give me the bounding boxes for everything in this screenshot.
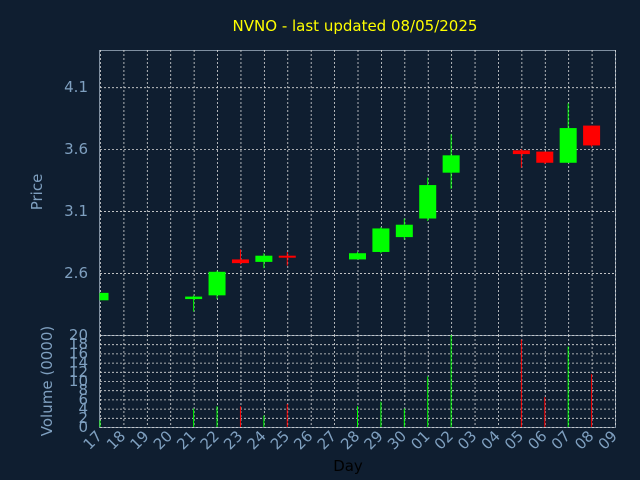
candle-body — [208, 271, 226, 296]
volume-y-tick-label: 14 — [69, 354, 88, 372]
x-tick-label: 05 — [501, 427, 527, 453]
price-axis-label: Price — [28, 174, 46, 211]
chart-title: NVNO - last updated 08/05/2025 — [233, 17, 478, 35]
candle-body — [583, 125, 601, 146]
volume-y-tick-label: 12 — [69, 363, 88, 381]
candle-body — [419, 185, 437, 219]
x-tick-label: 01 — [407, 427, 433, 453]
candle-body — [559, 128, 577, 163]
x-tick-label: 09 — [595, 427, 621, 453]
x-tick-label: 06 — [524, 427, 550, 453]
volume-bars — [99, 335, 593, 427]
x-tick-label: 26 — [290, 427, 316, 453]
volume-y-tick-label: 8 — [78, 381, 88, 399]
x-tick-label: 30 — [384, 427, 410, 453]
price-y-tick-label: 3.6 — [64, 140, 88, 158]
x-tick-label: 08 — [571, 427, 597, 453]
candle-body — [278, 255, 296, 258]
price-y-tick-label: 3.1 — [64, 202, 88, 220]
x-tick-label: 28 — [337, 427, 363, 453]
candle-body — [512, 150, 530, 155]
x-tick-label: 07 — [548, 427, 574, 453]
x-tick-label: 18 — [103, 427, 129, 453]
candle-body — [100, 292, 109, 301]
candle-body — [372, 228, 390, 252]
price-panel: 2.6 3.1 3.6 4.1 Price — [28, 50, 616, 336]
x-tick-label: 21 — [173, 427, 199, 453]
candle-body — [231, 259, 249, 264]
price-gridlines — [100, 50, 616, 335]
volume-y-tick-label: 20 — [69, 326, 88, 344]
x-axis-label: Day — [333, 457, 363, 475]
volume-y-tick-label: 18 — [69, 335, 88, 353]
candle-body — [442, 155, 460, 173]
x-tick-label: 03 — [454, 427, 480, 453]
volume-y-tick-label: 4 — [78, 400, 88, 418]
x-tick-label: 19 — [126, 427, 152, 453]
price-y-tick-label: 4.1 — [64, 78, 88, 96]
price-y-tick-labels: 2.6 3.1 3.6 4.1 — [64, 78, 88, 282]
x-tick-label: 23 — [220, 427, 246, 453]
volume-y-tick-label: 10 — [69, 372, 88, 390]
x-tick-label: 20 — [150, 427, 176, 453]
candle-body — [255, 255, 273, 262]
volume-axis-label: Volume (0000) — [38, 326, 56, 436]
x-tick-label: 29 — [361, 427, 387, 453]
volume-y-tick-label: 6 — [78, 390, 88, 408]
price-panel-frame — [99, 50, 616, 336]
candle-body — [349, 253, 366, 260]
x-tick-label: 25 — [267, 427, 293, 453]
x-tick-label: 02 — [431, 427, 457, 453]
volume-y-tick-label: 0 — [78, 418, 88, 436]
x-tick-label: 24 — [243, 427, 269, 453]
x-tick-labels: 1718192021222324252627282930010203040506… — [80, 427, 621, 453]
x-tick-label: 22 — [197, 427, 223, 453]
price-y-tick-label: 2.6 — [64, 264, 88, 282]
volume-y-tick-label: 16 — [69, 344, 88, 362]
candle-body — [185, 296, 203, 300]
candle-body — [395, 224, 413, 238]
candle-body — [536, 151, 554, 163]
candles — [99, 103, 601, 312]
x-tick-label: 04 — [478, 427, 504, 453]
x-tick-label: 27 — [314, 427, 340, 453]
volume-y-tick-label: 2 — [78, 409, 88, 427]
